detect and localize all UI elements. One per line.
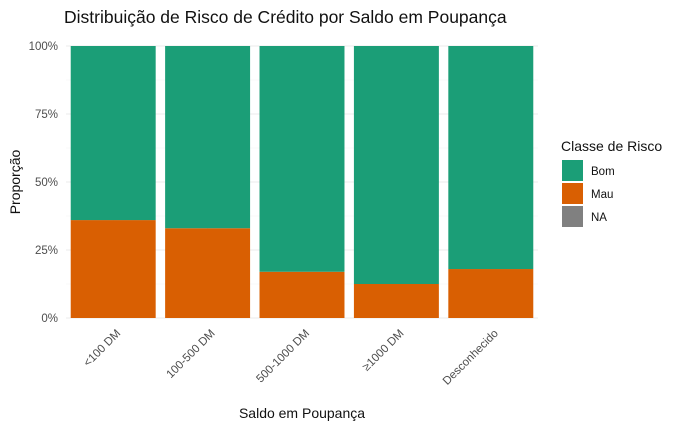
legend-key-na [562,206,583,227]
bar-bom-5 [448,46,534,270]
bar-mau-1 [70,220,156,318]
bar-bom-2 [165,46,251,229]
y-tick-label: 0% [41,313,58,325]
legend-key-mau [562,183,583,204]
legend-items: Bom Mau NA [562,160,615,227]
x-tick-label: <100 DM [82,328,124,370]
y-axis-label: Proporção [7,149,23,214]
x-axis-ticks: <100 DM 100-500 DM 500-1000 DM ≥1000 DM Desc… [82,328,501,388]
bar-mau-3 [259,271,345,318]
legend-label: Bom [591,166,615,178]
bar-mau-2 [165,228,251,318]
y-axis-ticks: 0% 25% 50% 75% 100% [29,41,58,325]
x-tick-label: 500-1000 DM [254,328,312,386]
x-tick-label: Desconhecido [441,328,501,388]
bar-bom-3 [259,46,345,272]
chart-title: Distribuição de Risco de Crédito por Sal… [64,7,507,27]
bar-mau-4 [353,284,439,318]
y-tick-label: 75% [35,109,58,121]
x-tick-label: ≥1000 DM [361,328,407,374]
legend: Classe de Risco Bom Mau NA [561,138,662,227]
legend-title: Classe de Risco [561,138,662,154]
bars [70,46,534,318]
legend-label: Mau [591,189,613,201]
bar-bom-1 [70,46,156,221]
x-axis-label: Saldo em Poupança [239,405,365,421]
y-tick-label: 25% [35,245,58,257]
legend-key-bom [562,160,583,181]
y-tick-label: 100% [29,41,58,53]
legend-label: NA [591,212,607,224]
y-tick-label: 50% [35,177,58,189]
bar-mau-5 [448,269,534,318]
bar-bom-4 [353,46,439,284]
x-tick-label: 100-500 DM [164,328,217,381]
